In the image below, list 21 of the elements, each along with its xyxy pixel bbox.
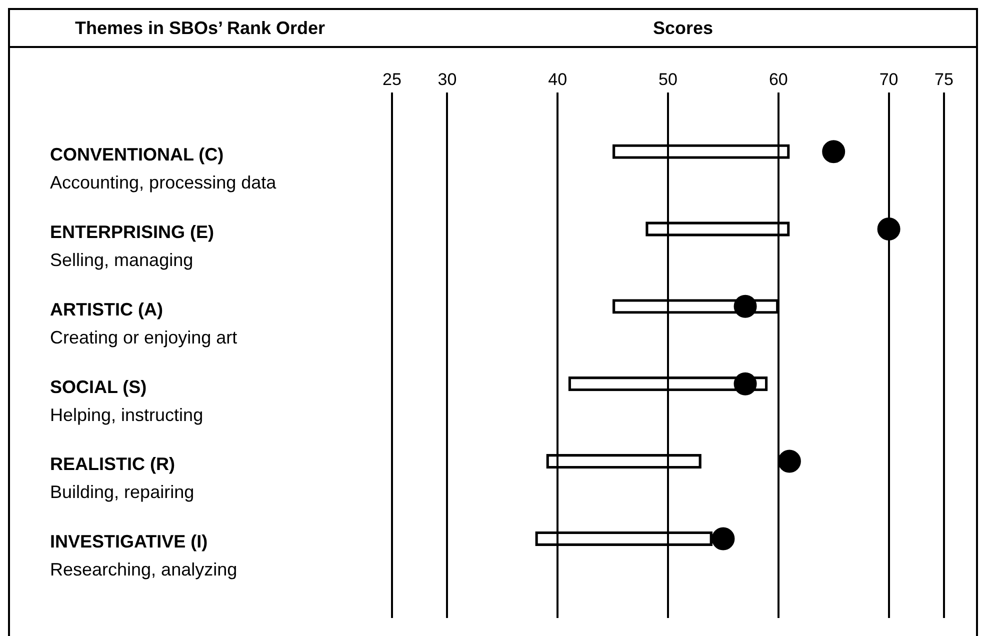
x-tick-label: 60 — [768, 70, 788, 89]
y-axis-title: Themes in SBOs’ Rank Order — [74, 18, 326, 39]
point — [734, 294, 757, 318]
y-tick-label: SOCIAL (S) Helping, instructing — [50, 376, 204, 425]
y-tick-label: ENTERPRISING (E) Selling, managing — [50, 222, 214, 270]
x-tick-label: 50 — [658, 70, 678, 89]
x-tick-label: 70 — [879, 70, 898, 89]
point — [822, 140, 846, 164]
point — [877, 218, 900, 240]
point — [778, 450, 801, 473]
x-tick-label: 25 — [382, 70, 402, 89]
x-tick-label: 75 — [934, 70, 954, 89]
x-axis-title: Scores — [652, 18, 714, 39]
point — [734, 372, 757, 396]
y-tick-label: REALISTIC (R) Building, repairing — [50, 454, 194, 502]
x-tick-label: 30 — [438, 70, 457, 89]
y-tick-label: ARTISTIC (A) Creating or enjoying art — [50, 299, 238, 348]
y-tick-label: INVESTIGATIVE (I) Researching, analyzing — [50, 532, 238, 580]
y-tick-label: CONVENTIONAL (C) Accounting, processing data — [50, 144, 278, 193]
x-tick-label: 40 — [548, 70, 568, 89]
point — [712, 527, 735, 550]
